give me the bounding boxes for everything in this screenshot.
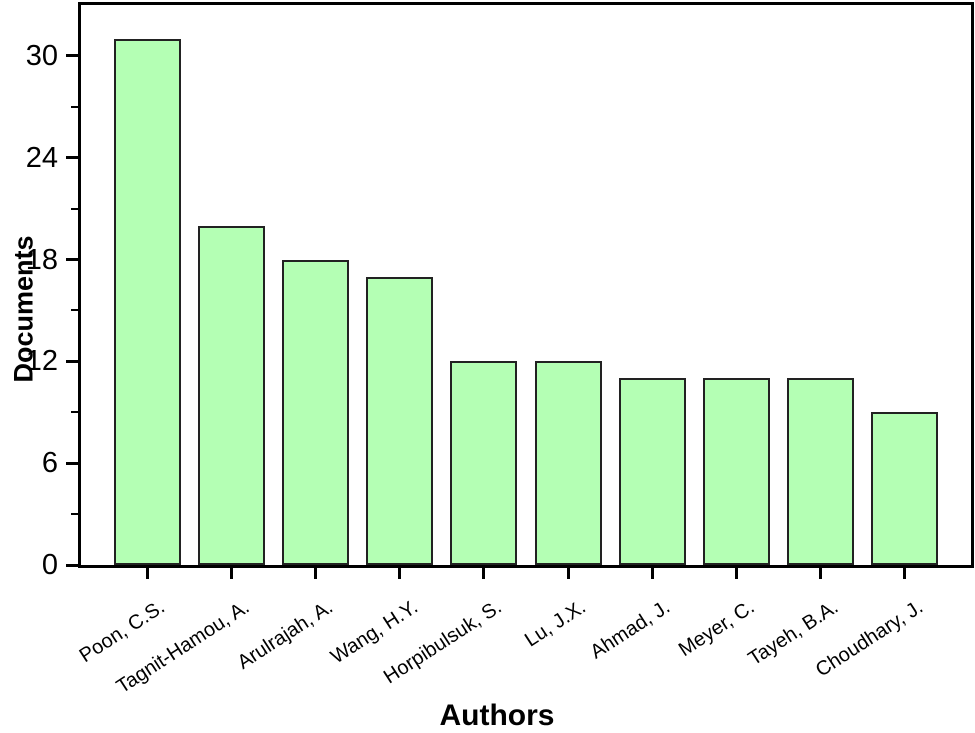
- x-axis-tick: [650, 568, 654, 579]
- y-axis-major-tick: [66, 563, 78, 567]
- y-axis-minor-tick: [71, 309, 78, 312]
- y-axis-minor-tick: [71, 411, 78, 414]
- plot-area: [81, 5, 971, 565]
- x-axis-title: Authors: [439, 699, 555, 732]
- y-tick-label: 12: [25, 345, 58, 378]
- y-axis-minor-tick: [71, 207, 78, 210]
- y-axis-major-tick: [66, 461, 78, 465]
- x-axis-tick: [482, 568, 486, 579]
- y-axis-minor-tick: [71, 105, 78, 108]
- x-axis-tick: [903, 568, 907, 579]
- y-tick-label: 30: [25, 39, 58, 72]
- y-tick-label: 0: [41, 549, 58, 581]
- bar-horpibulsuk-s: [450, 361, 518, 565]
- bar-choudhary-j: [871, 412, 939, 565]
- y-axis-major-tick: [66, 156, 78, 160]
- x-axis-tick: [229, 568, 233, 579]
- x-axis-tick: [145, 568, 149, 579]
- x-axis-tick: [398, 568, 402, 579]
- x-axis-tick: [819, 568, 823, 579]
- y-tick-label: 18: [25, 243, 58, 276]
- x-axis-tick: [734, 568, 738, 579]
- y-axis-major-tick: [66, 54, 78, 58]
- y-tick-label: 24: [25, 141, 58, 174]
- bar-tayeh-b-a: [787, 378, 855, 565]
- bar-tagnit-hamou-a: [197, 225, 265, 565]
- bar-poon-c-s: [113, 38, 181, 565]
- y-tick-label: 6: [41, 447, 58, 480]
- y-axis-major-tick: [66, 258, 78, 262]
- bar-wang-h-y: [366, 276, 434, 565]
- bar-meyer-c: [702, 378, 770, 565]
- bar-lu-j-x: [534, 361, 602, 565]
- x-tick-label-ahmad-j: Ahmad, J.: [586, 596, 675, 664]
- x-axis-tick: [313, 568, 317, 579]
- y-axis-major-tick: [66, 359, 78, 363]
- y-axis-title: Documents: [8, 235, 39, 383]
- y-axis-minor-tick: [71, 513, 78, 516]
- bar-arulrajah-a: [281, 259, 349, 565]
- bar-ahmad-j: [618, 378, 686, 565]
- x-axis-tick: [566, 568, 570, 579]
- x-tick-label-lu-j-x: Lu, J.X.: [521, 596, 590, 652]
